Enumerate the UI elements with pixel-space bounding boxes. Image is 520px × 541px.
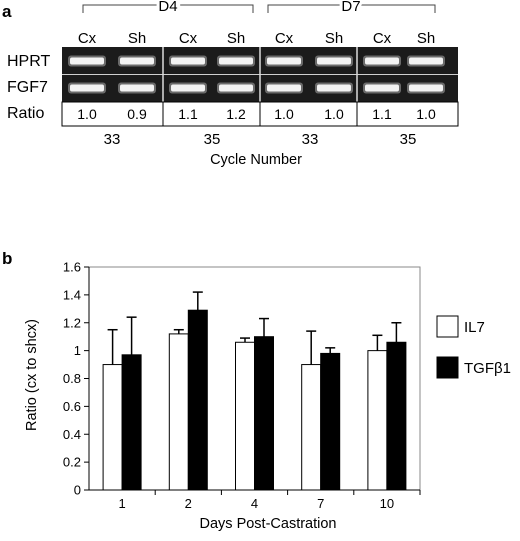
y-tick-label: 1 bbox=[74, 343, 81, 358]
lane-label-5: Cx bbox=[275, 30, 294, 47]
gel-band bbox=[70, 57, 104, 65]
bar-tgfb1-1 bbox=[121, 354, 142, 491]
x-tick-label: 4 bbox=[251, 496, 258, 511]
ratio-value-7: 1.1 bbox=[372, 106, 392, 122]
row-label-fgf7: FGF7 bbox=[7, 79, 48, 96]
bar-il7-7 bbox=[301, 364, 322, 491]
cycle-axis-label: Cycle Number bbox=[210, 152, 302, 168]
gel-band bbox=[219, 57, 253, 65]
legend-label-tgfb1: TGFβ1 bbox=[464, 360, 511, 377]
ratio-value-1: 1.0 bbox=[77, 106, 97, 122]
lane-labels: Cx Sh Cx Sh Cx Sh Cx Sh bbox=[78, 30, 435, 47]
gel-band bbox=[267, 84, 301, 92]
legend: IL7 TGFβ1 bbox=[436, 315, 511, 379]
ratio-value-8: 1.0 bbox=[416, 106, 436, 122]
group-bracket-d4 bbox=[82, 4, 254, 13]
panel-b-letter: b bbox=[2, 249, 12, 268]
group-label-d4: D4 bbox=[158, 0, 177, 15]
y-axis-ticks: 0 0.2 0.4 0.6 0.8 1 1.2 1.4 1.6 bbox=[63, 260, 89, 498]
ratio-value-5: 1.0 bbox=[274, 106, 294, 122]
gel-band bbox=[120, 57, 154, 65]
gel-image bbox=[62, 47, 458, 102]
x-tick-label: 10 bbox=[380, 496, 394, 511]
bar-il7-4 bbox=[235, 341, 255, 491]
x-tick-label: 1 bbox=[118, 496, 125, 511]
y-tick-label: 1.6 bbox=[63, 260, 81, 275]
row-label-hprt: HPRT bbox=[7, 53, 50, 70]
bar-tgfb1-10 bbox=[386, 341, 407, 491]
lane-label-8: Sh bbox=[417, 30, 435, 47]
x-tick-labels: 1 2 4 7 10 bbox=[118, 490, 421, 511]
ratio-value-4: 1.2 bbox=[226, 106, 246, 122]
bars bbox=[102, 291, 407, 491]
lane-label-1: Cx bbox=[78, 30, 97, 47]
bar-tgfb1-4 bbox=[254, 336, 274, 491]
gel-band bbox=[219, 84, 253, 92]
bar-il7-2 bbox=[168, 333, 189, 491]
lane-label-3: Cx bbox=[179, 30, 198, 47]
gel-band bbox=[409, 57, 443, 65]
bar-il7-10 bbox=[367, 350, 388, 491]
legend-swatch-il7 bbox=[436, 315, 459, 338]
gel-band bbox=[267, 57, 301, 65]
cycle-value-3: 33 bbox=[302, 131, 319, 148]
bar-il7-1 bbox=[102, 364, 123, 491]
lane-label-7: Cx bbox=[373, 30, 392, 47]
ratio-values: 1.0 0.9 1.1 1.2 1.0 1.0 1.1 1.0 bbox=[77, 106, 436, 122]
bar-chart: 0 0.2 0.4 0.6 0.8 1 1.2 1.4 1.6 1 2 4 7 10 Days Post… bbox=[24, 260, 421, 532]
bar-tgfb1-2 bbox=[187, 309, 208, 491]
x-axis-title: Days Post-Castration bbox=[200, 516, 337, 532]
legend-swatch-tgfb1 bbox=[436, 356, 459, 379]
gel-band bbox=[171, 57, 205, 65]
group-label-d7: D7 bbox=[341, 0, 360, 15]
group-bracket-d7 bbox=[267, 4, 436, 13]
cycle-value-2: 35 bbox=[204, 131, 221, 148]
gel-bands bbox=[68, 55, 445, 94]
legend-label-il7: IL7 bbox=[464, 319, 485, 336]
lane-label-6: Sh bbox=[325, 30, 343, 47]
ratio-table bbox=[61, 101, 459, 127]
ratio-value-3: 1.1 bbox=[178, 106, 198, 122]
gel-band bbox=[317, 84, 351, 92]
y-tick-label: 0 bbox=[74, 483, 81, 498]
lane-label-4: Sh bbox=[227, 30, 245, 47]
panel-a-letter: a bbox=[2, 2, 12, 21]
y-tick-label: 0.6 bbox=[63, 399, 81, 414]
cycle-value-1: 33 bbox=[104, 131, 121, 148]
lane-label-2: Sh bbox=[128, 30, 146, 47]
gel-band bbox=[317, 57, 351, 65]
y-tick-label: 1.4 bbox=[63, 287, 81, 302]
y-axis-title: Ratio (cx to shcx) bbox=[24, 319, 40, 431]
cycle-value-4: 35 bbox=[400, 131, 417, 148]
cycle-values: 33 35 33 35 bbox=[104, 131, 417, 148]
y-tick-label: 0.2 bbox=[63, 455, 81, 470]
ratio-value-2: 0.9 bbox=[127, 106, 147, 122]
bar-tgfb1-7 bbox=[320, 352, 341, 491]
gel-band bbox=[365, 57, 399, 65]
gel-band bbox=[409, 84, 443, 92]
ratio-value-6: 1.0 bbox=[324, 106, 344, 122]
ratio-label: Ratio bbox=[7, 105, 44, 122]
y-tick-label: 0.4 bbox=[63, 427, 81, 442]
gel-band bbox=[365, 84, 399, 92]
y-tick-label: 0.8 bbox=[63, 371, 81, 386]
gel-band bbox=[171, 84, 205, 92]
gel-band bbox=[70, 84, 104, 92]
x-tick-label: 2 bbox=[185, 496, 192, 511]
x-tick-label: 7 bbox=[317, 496, 324, 511]
gel-band bbox=[120, 84, 154, 92]
y-tick-label: 1.2 bbox=[63, 315, 81, 330]
